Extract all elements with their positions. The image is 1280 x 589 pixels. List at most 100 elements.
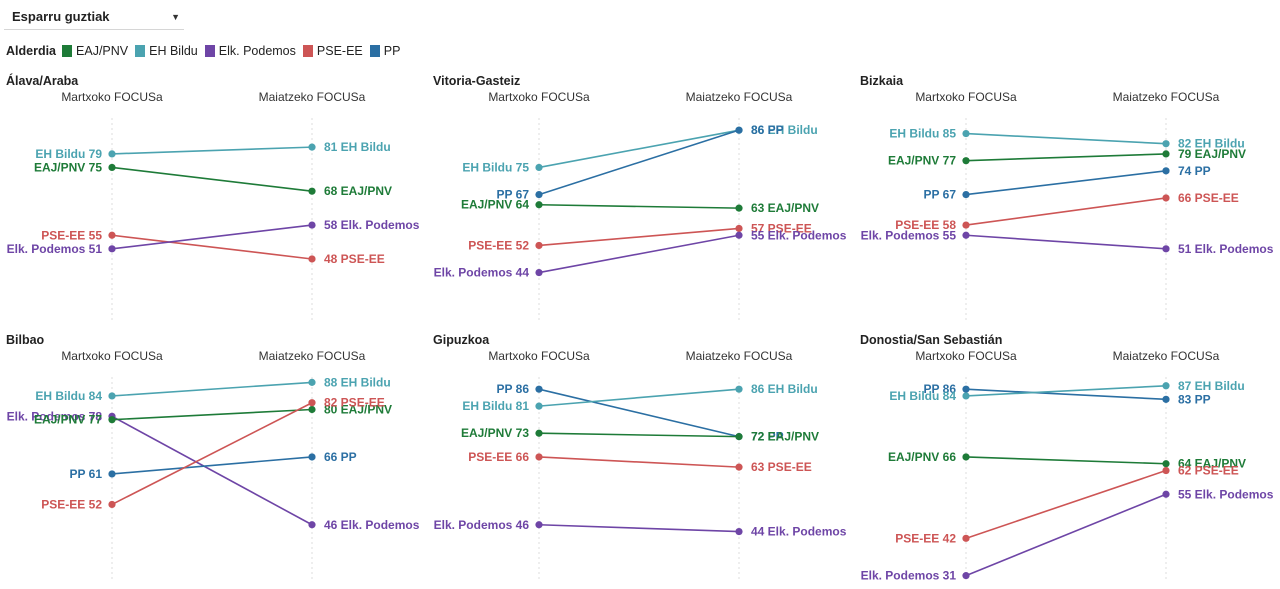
series-line-pse-ee <box>538 456 740 468</box>
legend-label-podemos: Elk. Podemos <box>218 44 296 58</box>
label-start-eaj-pnv: EAJ/PNV 77 <box>888 154 956 168</box>
label-end-pse-ee: 63 PSE-EE <box>751 460 812 474</box>
legend-item-ehbildu: EH Bildu <box>135 44 198 58</box>
series-line-pp <box>965 388 1167 401</box>
legend-swatch-ehbildu <box>135 45 146 57</box>
column-header: Martxoko FOCUSa <box>488 349 590 363</box>
point-end-eh-bildu <box>1162 382 1170 390</box>
point-start-pse-ee <box>535 241 543 250</box>
label-end-eh-bildu: 86 EH Bildu <box>751 382 818 396</box>
chevron-down-icon: ▼ <box>171 11 180 22</box>
label-start-pse-ee: PSE-EE 52 <box>468 238 529 252</box>
point-end-eaj-pnv <box>308 405 316 414</box>
label-end-pse-ee: 57 PSE-EE <box>751 221 812 235</box>
legend-label-ehbildu: EH Bildu <box>149 44 198 58</box>
label-start-eh-bildu: EH Bildu 81 <box>462 399 529 413</box>
label-end-eaj-pnv: 79 EAJ/PNV <box>1178 147 1246 161</box>
series-line-eh-bildu <box>111 381 313 397</box>
label-end-pp: 74 PP <box>1178 164 1211 178</box>
legend-item-eaj: EAJ/PNV <box>62 44 128 58</box>
point-start-eh-bildu <box>962 129 970 138</box>
point-start-pp <box>962 190 970 199</box>
series-line-pp <box>538 129 740 196</box>
point-start-pp <box>535 190 543 199</box>
series-line-eaj-pnv <box>538 432 740 438</box>
legend-label-eaj: EAJ/PNV <box>76 44 129 58</box>
label-start-elk-podemos: Elk. Podemos 78 <box>7 409 103 423</box>
label-end-pp: 72 PP <box>751 430 784 444</box>
legend: Alderdia EAJ/PNV EH Bildu Elk. Podemos P… <box>6 42 407 60</box>
point-end-pp <box>1162 395 1170 403</box>
label-end-elk-podemos: 55 Elk. Podemos <box>751 228 847 242</box>
point-end-pse-ee <box>308 255 316 263</box>
series-line-pse-ee <box>111 234 313 260</box>
point-start-eh-bildu <box>535 163 543 172</box>
point-start-eaj-pnv <box>962 157 970 165</box>
point-end-eh-bildu <box>308 143 316 151</box>
point-end-elk-podemos <box>1162 490 1170 498</box>
series-line-pp <box>111 456 313 475</box>
point-start-eh-bildu <box>108 150 116 158</box>
label-start-pse-ee: PSE-EE 52 <box>41 497 102 511</box>
point-end-elk-podemos <box>735 527 743 536</box>
label-end-pse-ee: 66 PSE-EE <box>1178 191 1239 205</box>
label-end-eh-bildu: 81 EH Bildu <box>324 140 391 154</box>
point-end-elk-podemos <box>1162 245 1170 253</box>
point-end-pp <box>1162 167 1170 175</box>
series-line-eaj-pnv <box>111 166 313 192</box>
chart-title: Álava/Araba <box>6 73 79 88</box>
point-start-elk-podemos <box>535 268 543 277</box>
point-start-pse-ee <box>108 500 116 509</box>
label-start-elk-podemos: Elk. Podemos 51 <box>7 242 103 256</box>
point-end-pp <box>308 453 316 461</box>
label-end-elk-podemos: 46 Elk. Podemos <box>324 518 420 532</box>
point-end-pp <box>735 126 743 134</box>
point-start-pse-ee <box>962 221 970 229</box>
point-start-pp <box>535 385 543 393</box>
chart-title: Gipuzkoa <box>433 333 490 347</box>
point-end-eaj-pnv <box>1162 150 1170 158</box>
point-end-pse-ee <box>1162 194 1170 202</box>
point-start-eaj-pnv <box>108 163 116 172</box>
label-start-pp: PP 61 <box>70 467 103 481</box>
label-end-pp: 86 PP <box>751 123 784 137</box>
chart-panel-donostia-san-sebasti-n: Donostia/San Sebastián Martxoko FOCUSa Mai… <box>860 333 1274 583</box>
column-header: Maiatzeko FOCUSa <box>1113 90 1220 104</box>
column-header: Maiatzeko FOCUSa <box>686 349 793 363</box>
label-end-pp: 83 PP <box>1178 392 1211 406</box>
column-header: Maiatzeko FOCUSa <box>1113 349 1220 363</box>
label-start-elk-podemos: Elk. Podemos 55 <box>861 228 957 242</box>
column-header: Martxoko FOCUSa <box>61 90 163 104</box>
legend-item-pp: PP <box>369 44 400 58</box>
legend-title: Alderdia <box>6 44 57 58</box>
point-end-pse-ee <box>1162 466 1170 475</box>
label-start-pp: PP 67 <box>497 188 530 202</box>
label-start-eh-bildu: EH Bildu 79 <box>35 147 102 161</box>
chart-title: Bilbao <box>6 333 45 347</box>
chart-panel-lava-araba: Álava/Araba Martxoko FOCUSa Maiatzeko FOCU… <box>6 73 420 320</box>
label-end-elk-podemos: 44 Elk. Podemos <box>751 525 847 539</box>
point-start-eh-bildu <box>962 392 970 400</box>
label-start-pp: PP 86 <box>924 382 957 396</box>
point-start-eaj-pnv <box>535 429 543 437</box>
label-end-eaj-pnv: 63 EAJ/PNV <box>751 201 819 215</box>
point-end-pse-ee <box>735 463 743 471</box>
legend-swatch-pp <box>369 45 380 57</box>
column-header: Maiatzeko FOCUSa <box>686 90 793 104</box>
region-filter-dropdown[interactable]: Esparru guztiak ▼ <box>4 4 184 30</box>
label-start-eaj-pnv: EAJ/PNV 77 <box>34 413 102 427</box>
series-line-elk-podemos <box>965 234 1167 250</box>
column-header: Martxoko FOCUSa <box>488 90 590 104</box>
series-line-elk-podemos <box>111 415 313 526</box>
label-end-elk-podemos: 51 Elk. Podemos <box>1178 242 1274 256</box>
series-line-pse-ee <box>965 469 1167 540</box>
label-start-elk-podemos: Elk. Podemos 46 <box>434 518 530 532</box>
series-line-elk-podemos <box>538 523 740 533</box>
point-start-pp <box>108 470 116 478</box>
legend-label-psee: PSE-EE <box>316 44 363 58</box>
series-line-eh-bildu <box>538 129 740 169</box>
point-end-eaj-pnv <box>735 433 743 441</box>
label-start-eaj-pnv: EAJ/PNV 75 <box>34 160 102 174</box>
point-end-eaj-pnv <box>735 204 743 212</box>
